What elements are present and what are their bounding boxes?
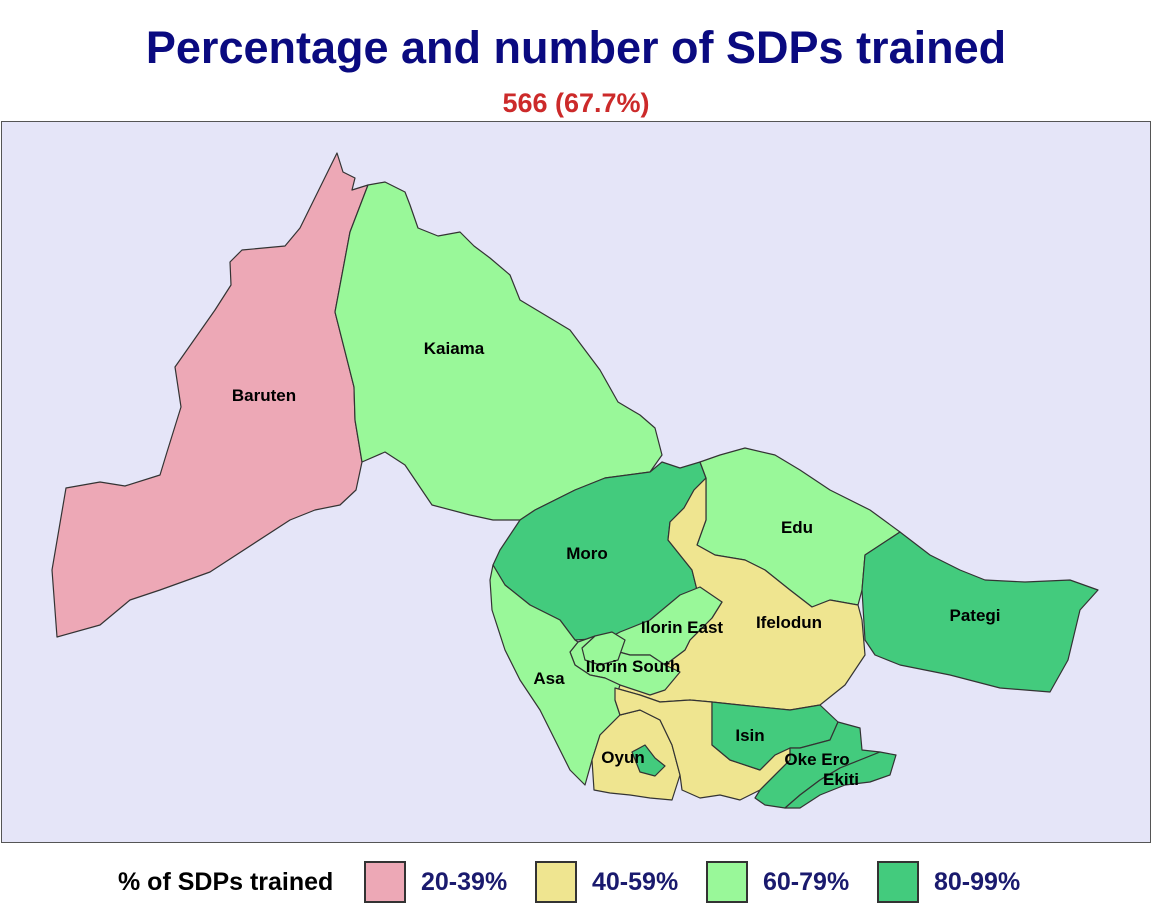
region-pategi [861,531,1099,693]
legend-swatch-80-99 [877,861,919,903]
legend-label-80-99: 80-99% [934,868,1021,896]
map-subtitle: 566 (67.7%) [502,88,650,118]
legend-label-60-79: 60-79% [763,868,850,896]
legend-label-40-59: 40-59% [592,868,679,896]
legend-swatch-40-59 [535,861,577,903]
map-legend: % of SDPs trained 20-39% 40-59% 60-79% 8… [0,858,1152,908]
region-oyun-enclave [631,744,666,777]
map-title: Percentage and number of SDPs trained [145,22,1007,73]
region-kaiama [334,181,663,521]
legend-label-20-39: 20-39% [421,868,508,896]
legend-swatch-20-39 [364,861,406,903]
legend-title: % of SDPs trained [118,868,334,896]
region-ekiti [784,751,897,809]
legend-swatch-60-79 [706,861,748,903]
region-ilorin-west [581,631,626,666]
